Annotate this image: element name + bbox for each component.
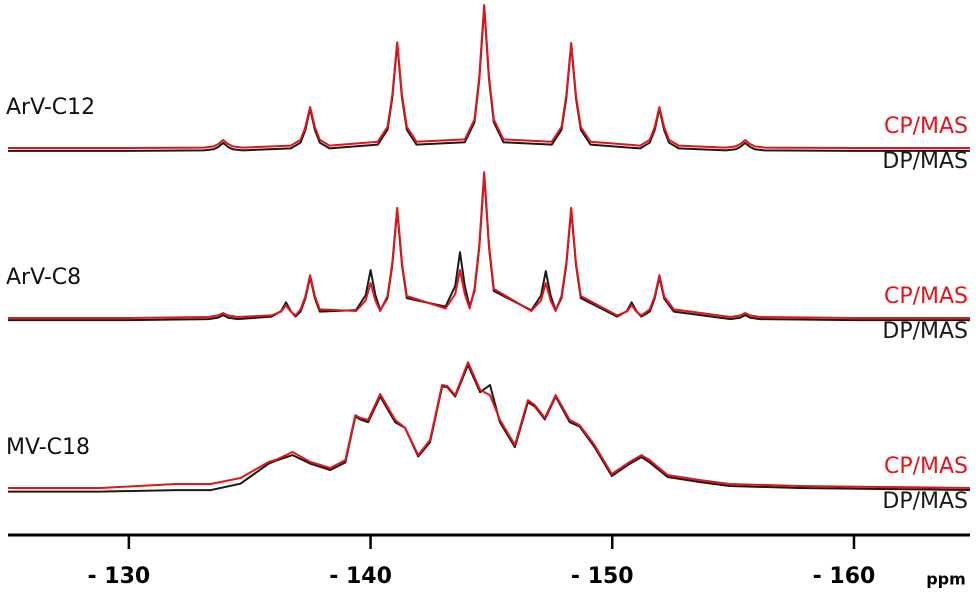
- spectrum-line: [8, 364, 971, 493]
- spectrum-line: [8, 171, 970, 319]
- series-label: CP/MAS: [884, 114, 968, 139]
- series-label: CP/MAS: [884, 284, 968, 309]
- spectrum-label: ArV-C8: [6, 265, 81, 290]
- x-tick-label: - 140: [329, 564, 392, 589]
- spectrum-line: [8, 4, 970, 149]
- x-tick-label: - 130: [87, 564, 150, 589]
- x-tick-label: - 160: [813, 564, 876, 589]
- spectrum-line: [8, 361, 971, 489]
- x-tick-label: - 150: [571, 564, 634, 589]
- series-label: DP/MAS: [882, 319, 968, 344]
- series-label: DP/MAS: [882, 489, 968, 514]
- series-label: DP/MAS: [882, 149, 968, 174]
- series-label: CP/MAS: [884, 454, 968, 479]
- spectrum-label: MV-C18: [6, 435, 90, 460]
- x-axis-label: ppm: [926, 570, 966, 589]
- spectrum-label: ArV-C12: [6, 95, 95, 120]
